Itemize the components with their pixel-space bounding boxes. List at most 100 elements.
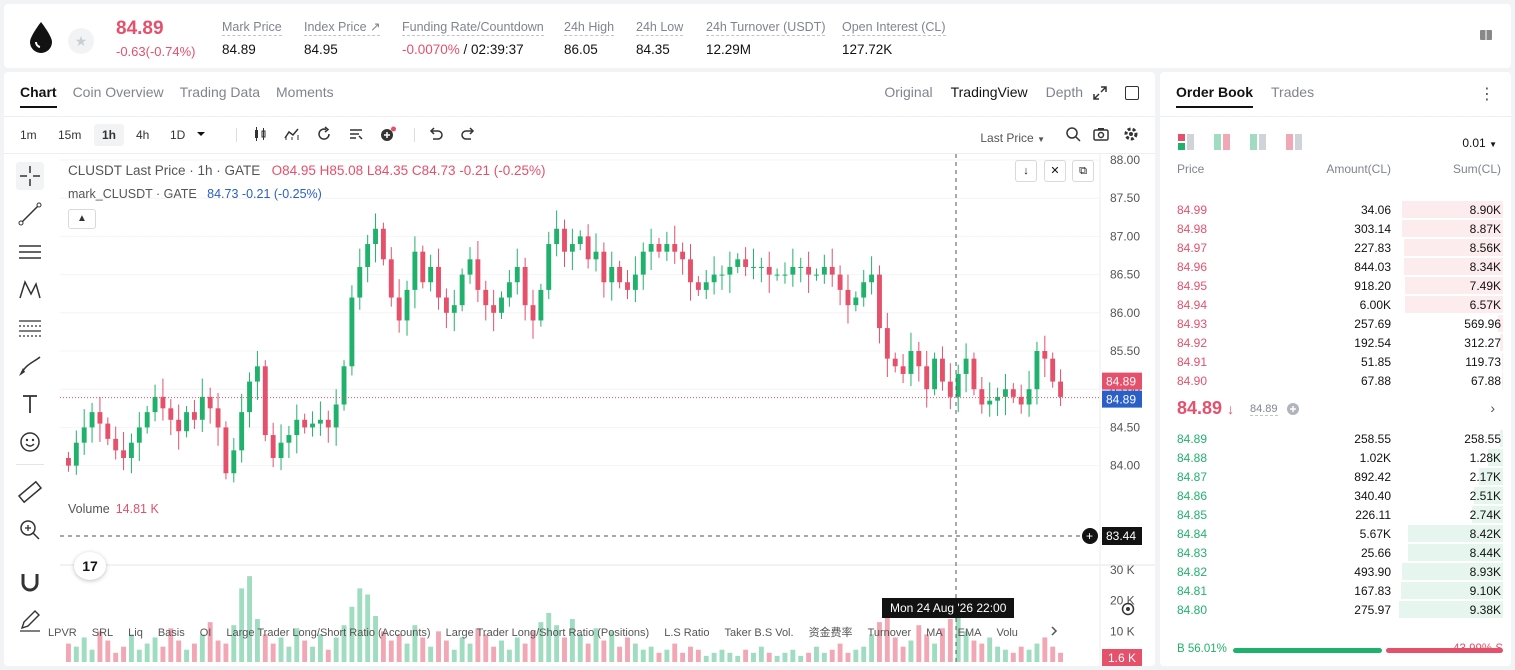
indicator-shortcut[interactable]: Basis (157, 627, 185, 639)
layout-asks-icon[interactable] (1286, 134, 1304, 150)
indicator-shortcut[interactable]: Large Trader Long/Short Ratio (Accounts) (226, 627, 431, 639)
bid-row[interactable]: 84.88 1.02K 1.28K (1160, 448, 1511, 467)
brush-tool[interactable] (16, 352, 44, 380)
tradingview-logo[interactable]: 17 (74, 552, 106, 580)
undo-icon[interactable] (428, 126, 444, 142)
indicator-shortcut[interactable]: Liq (128, 627, 143, 639)
ask-row[interactable]: 84.98 303.14 8.87K (1160, 219, 1511, 238)
lock-drawing-tool[interactable] (16, 606, 44, 634)
book-icon[interactable] (1479, 28, 1493, 42)
zoom-tool[interactable] (16, 516, 44, 544)
ask-row[interactable]: 84.95 918.20 7.49K (1160, 276, 1511, 295)
ask-row[interactable]: 84.96 844.03 8.34K (1160, 257, 1511, 276)
precision-select[interactable]: 0.01 ▼ (1462, 136, 1497, 150)
emoji-tool[interactable] (16, 428, 44, 456)
gear-icon[interactable] (1123, 126, 1139, 142)
ask-row[interactable]: 84.97 227.83 8.56K (1160, 238, 1511, 257)
indicator-shortcut[interactable]: OI (199, 627, 212, 639)
layout-split-icon[interactable] (1214, 134, 1232, 150)
candlestick-icon[interactable] (252, 126, 268, 142)
indicator-shortcut[interactable]: LPVR (48, 627, 77, 639)
interval-4h[interactable]: 4h (136, 128, 150, 142)
tab-order-book[interactable]: Order Book (1176, 84, 1254, 108)
ask-row[interactable]: 84.93 257.69 569.96 (1160, 314, 1511, 333)
interval-1d[interactable]: 1D (170, 128, 186, 142)
window-icon[interactable] (1125, 86, 1139, 100)
parallel-channel-tool[interactable] (16, 238, 44, 266)
mark-legend-label[interactable]: mark_CLUSDT · GATE (68, 187, 197, 201)
chevron-right-icon[interactable]: › (1490, 400, 1495, 416)
stat-label[interactable]: Open Interest (CL) (842, 20, 946, 36)
tab-chart[interactable]: Chart (20, 84, 57, 108)
ask-row[interactable]: 84.91 51.85 119.73 (1160, 352, 1511, 371)
indicator-shortcut[interactable]: EMA (957, 627, 982, 639)
bid-row[interactable]: 84.86 340.40 2.51K (1160, 486, 1511, 505)
candlestick-chart[interactable]: 88.0087.5087.0086.5086.0085.5085.0084.50… (60, 154, 1155, 666)
view-tradingview[interactable]: TradingView (950, 84, 1028, 100)
ruler-tool[interactable] (16, 478, 44, 506)
chevron-right-icon[interactable] (1049, 626, 1059, 636)
collapse-pane-button[interactable]: ✕ (1044, 160, 1066, 182)
stat-label[interactable]: Funding Rate/Countdown (402, 20, 544, 36)
replay-icon[interactable] (316, 126, 332, 142)
stat-label[interactable]: Index Price ↗ (304, 20, 381, 36)
volume-label[interactable]: Volume (68, 502, 110, 516)
pattern-tool[interactable] (16, 276, 44, 304)
layout-bids-icon[interactable] (1250, 134, 1268, 150)
trend-line-tool[interactable] (16, 200, 44, 228)
indicator-shortcut[interactable]: Turnover (867, 627, 912, 639)
interval-1m[interactable]: 1m (20, 128, 37, 142)
ask-row[interactable]: 84.94 6.00K 6.57K (1160, 295, 1511, 314)
redo-icon[interactable] (460, 126, 476, 142)
indicator-shortcut[interactable]: SRL (91, 627, 114, 639)
favorite-star-icon[interactable]: ★ (68, 28, 94, 54)
indicator-shortcut[interactable]: Taker B.S Vol. (724, 627, 794, 639)
add-alert-icon[interactable] (380, 126, 396, 142)
more-vertical-icon[interactable]: ⋮ (1479, 86, 1495, 103)
layout-both-icon[interactable] (1178, 134, 1196, 150)
stat-label[interactable]: Mark Price (222, 20, 282, 36)
plus-circle-icon[interactable] (1287, 403, 1299, 415)
settings-icon[interactable] (1120, 601, 1136, 617)
expand-icon[interactable] (1093, 86, 1107, 100)
magnet-tool[interactable] (16, 568, 44, 596)
bid-row[interactable]: 84.82 493.90 8.93K (1160, 562, 1511, 581)
scroll-down-button[interactable]: ↓ (1015, 160, 1037, 182)
price-source-select[interactable]: Last Price ▼ (980, 131, 1045, 145)
ask-row[interactable]: 84.99 34.06 8.90K (1160, 200, 1511, 219)
bid-row[interactable]: 84.89 258.55 258.55 (1160, 429, 1511, 448)
indicator-shortcut[interactable]: L.S Ratio (664, 627, 710, 639)
bid-row[interactable]: 84.85 226.11 2.74K (1160, 505, 1511, 524)
bid-row[interactable]: 84.83 25.66 8.44K (1160, 543, 1511, 562)
crosshair-tool[interactable] (16, 162, 44, 190)
bid-row[interactable]: 84.81 167.83 9.10K (1160, 581, 1511, 600)
search-icon[interactable] (1065, 126, 1081, 142)
fib-tool[interactable] (16, 314, 44, 342)
view-depth[interactable]: Depth (1045, 84, 1083, 100)
tab-trading-data[interactable]: Trading Data (179, 84, 261, 100)
view-original[interactable]: Original (884, 84, 933, 100)
bid-row[interactable]: 84.87 892.42 2.17K (1160, 467, 1511, 486)
interval-1h[interactable]: 1h (94, 124, 125, 146)
tab-coin-overview[interactable]: Coin Overview (72, 84, 164, 100)
ask-row[interactable]: 84.92 192.54 312.27 (1160, 333, 1511, 352)
indicator-shortcut[interactable]: MA (926, 627, 943, 639)
mid-price[interactable]: 84.89 ↓ (1177, 398, 1234, 419)
tab-trades[interactable]: Trades (1271, 84, 1315, 100)
interval-15m[interactable]: 15m (58, 128, 82, 142)
indicator-shortcut[interactable]: Volu (996, 627, 1018, 639)
bid-row[interactable]: 84.84 5.67K 8.42K (1160, 524, 1511, 543)
tab-moments[interactable]: Moments (276, 84, 334, 100)
collapse-legend-button[interactable]: ▲ (68, 209, 96, 229)
ask-row[interactable]: 84.90 67.88 67.88 (1160, 371, 1511, 390)
bid-row[interactable]: 84.80 275.97 9.38K (1160, 600, 1511, 619)
indicator-shortcut[interactable]: 资金费率 (808, 627, 853, 639)
maximize-pane-button[interactable]: ⧉ (1072, 160, 1094, 182)
templates-icon[interactable] (348, 126, 364, 142)
indicators-icon[interactable] (284, 126, 300, 142)
camera-icon[interactable] (1093, 126, 1109, 142)
chevron-down-icon[interactable] (196, 129, 206, 139)
legend-symbol[interactable]: CLUSDT Last Price · 1h · GATE (68, 163, 261, 178)
text-tool[interactable] (16, 390, 44, 418)
add-alert-plus-icon[interactable] (1082, 528, 1098, 544)
